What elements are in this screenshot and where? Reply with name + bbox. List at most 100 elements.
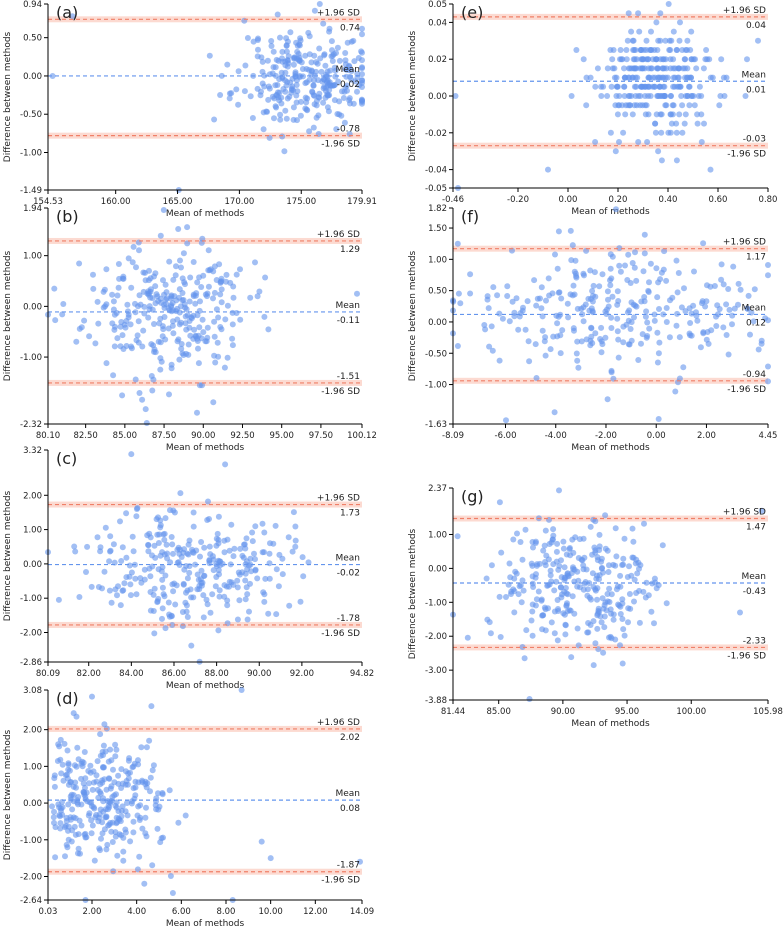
data-point [619, 596, 626, 603]
data-point [180, 352, 187, 358]
data-point [557, 350, 564, 357]
data-point [628, 28, 635, 35]
data-point [123, 778, 130, 784]
data-point [213, 542, 220, 549]
data-point [133, 264, 139, 271]
data-point [89, 693, 95, 700]
data-point [676, 65, 683, 72]
data-point [105, 822, 112, 829]
data-point [620, 626, 627, 633]
data-point [697, 344, 704, 351]
data-point [641, 520, 647, 527]
data-point [216, 593, 223, 600]
data-point [170, 588, 177, 595]
data-point [302, 80, 309, 87]
data-point [661, 248, 668, 255]
data-point [590, 583, 597, 590]
data-point [686, 102, 693, 109]
data-point [190, 594, 197, 601]
data-point [160, 277, 166, 284]
data-point [241, 88, 248, 95]
data-point [223, 271, 230, 278]
data-point [182, 313, 189, 320]
x-tick-label: 90.00 [191, 431, 215, 441]
data-point [106, 587, 113, 594]
data-point [138, 744, 145, 751]
data-point [607, 633, 614, 640]
panel-letter: (b) [56, 207, 79, 226]
data-point [486, 343, 493, 350]
y-tick-label: -3.00 [425, 666, 447, 676]
data-point [261, 313, 268, 320]
data-point [161, 305, 168, 311]
data-point [677, 19, 683, 26]
data-point [217, 92, 224, 98]
data-point [621, 93, 628, 99]
data-point [663, 305, 670, 311]
data-point [157, 524, 164, 531]
data-point [510, 536, 517, 543]
mean-label: Mean [741, 70, 766, 80]
data-point [176, 356, 183, 363]
data-point [137, 301, 144, 308]
mean-value: -0.02 [337, 569, 360, 579]
data-point [190, 259, 197, 265]
data-point [114, 819, 121, 826]
data-point [100, 288, 107, 295]
data-point [327, 67, 334, 74]
data-point [499, 315, 506, 322]
data-point [75, 794, 82, 800]
data-point [82, 796, 89, 803]
data-point [553, 548, 560, 555]
data-point [159, 605, 166, 612]
data-point [136, 390, 143, 396]
data-point [102, 524, 109, 531]
data-point [290, 509, 297, 516]
data-point [83, 569, 89, 575]
data-point [197, 553, 203, 560]
data-point [711, 283, 718, 289]
data-point [175, 819, 182, 826]
x-tick-label: 90.00 [551, 707, 575, 717]
y-tick-label: 1.82 [428, 204, 447, 214]
data-point [115, 808, 122, 815]
data-point [196, 586, 203, 593]
data-point [127, 581, 134, 588]
x-tick-label: 4.45 [759, 431, 778, 441]
data-point [97, 544, 104, 551]
data-point [142, 277, 149, 284]
data-point [147, 573, 154, 580]
data-point [172, 601, 179, 608]
data-point [260, 589, 267, 596]
data-point [346, 95, 353, 102]
lower-limit-value: -1.51 [337, 372, 360, 382]
data-point [610, 616, 617, 623]
data-point [691, 268, 697, 275]
upper-limit-value: 0.04 [746, 21, 766, 31]
data-point [292, 537, 299, 544]
data-point [178, 554, 185, 560]
data-point [273, 56, 280, 63]
data-point [602, 334, 609, 341]
upper-limit-value: 2.02 [340, 733, 360, 743]
data-point [540, 612, 547, 619]
data-point [118, 766, 125, 773]
data-point [141, 880, 148, 887]
data-point [594, 625, 601, 632]
data-point [283, 115, 290, 122]
data-point [638, 83, 644, 90]
data-point [551, 587, 558, 594]
data-point [130, 548, 137, 555]
data-point [94, 758, 101, 765]
data-point [636, 587, 643, 594]
data-point [109, 320, 116, 327]
data-point [617, 572, 624, 579]
mean-value: 0.08 [340, 804, 360, 814]
data-point [229, 335, 236, 342]
data-point [64, 844, 71, 851]
data-point [222, 461, 229, 468]
data-point [602, 599, 609, 606]
data-point [86, 333, 93, 340]
data-point [67, 779, 74, 786]
data-point [88, 817, 95, 824]
